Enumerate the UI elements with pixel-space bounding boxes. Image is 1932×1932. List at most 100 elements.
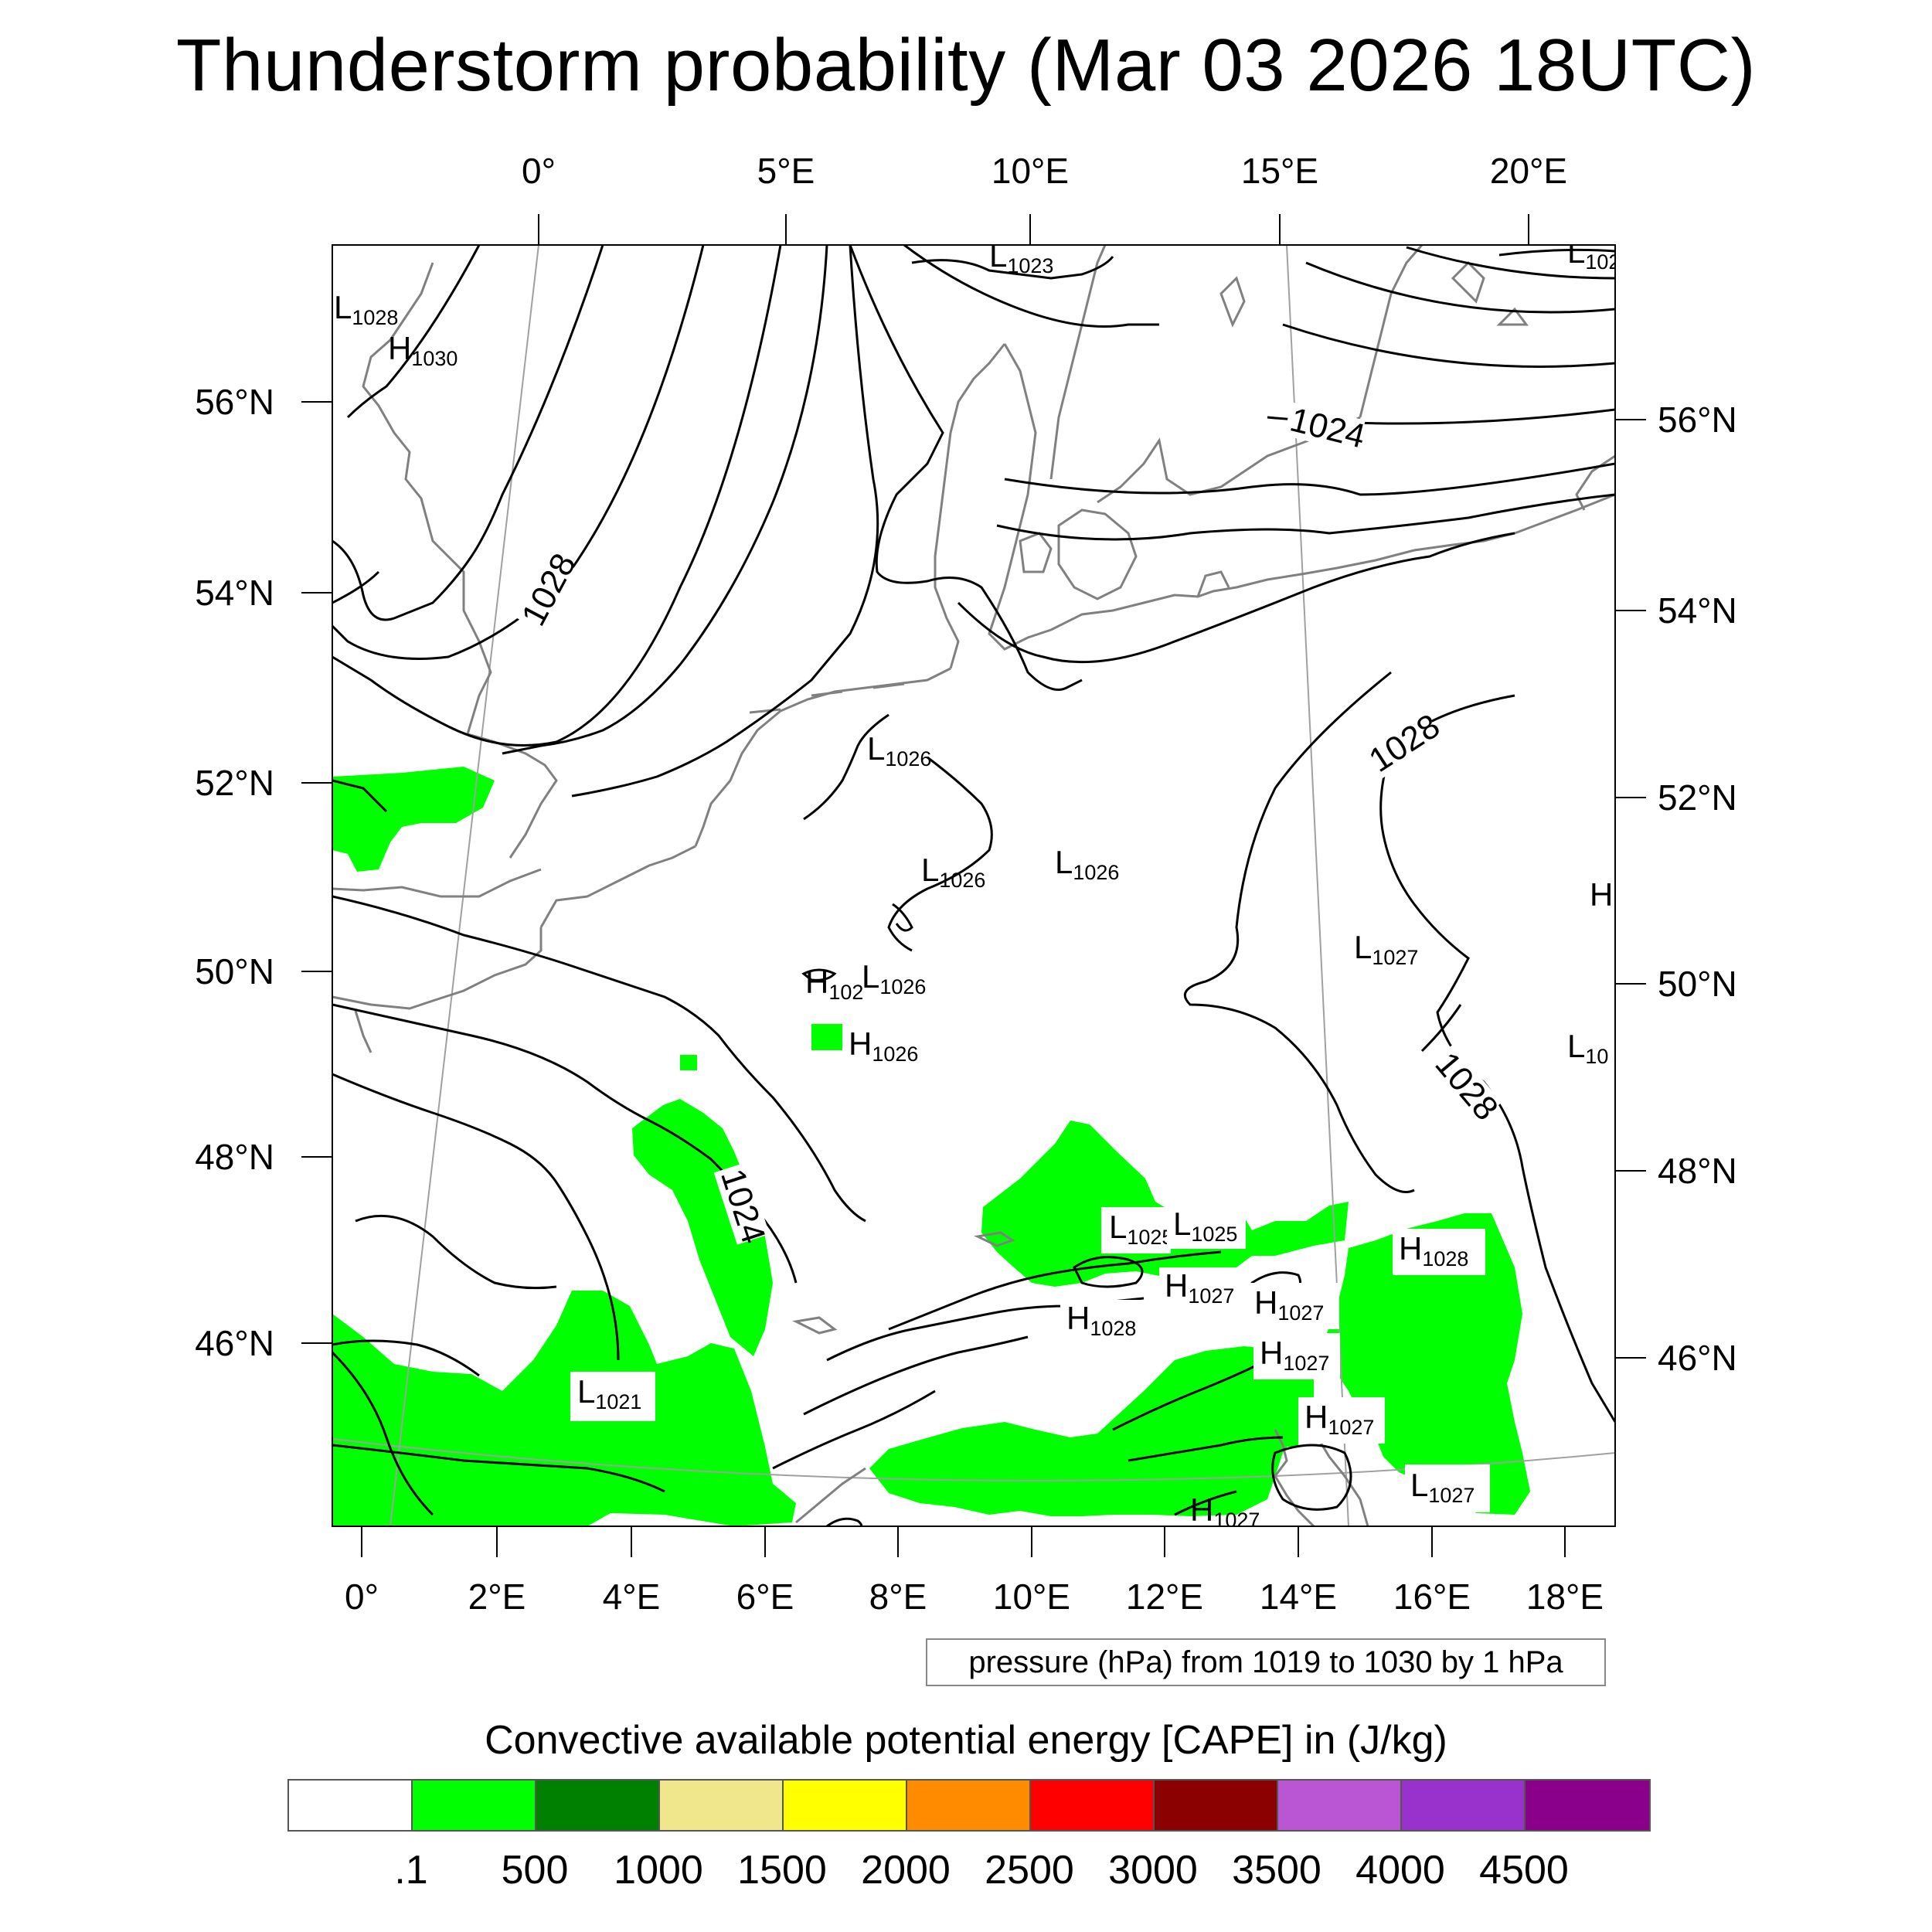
tick-label: 10°E xyxy=(993,1577,1070,1617)
tick-label: 4°E xyxy=(603,1577,661,1617)
tick-label: 0° xyxy=(345,1577,379,1617)
isobar-denmark-trough xyxy=(849,245,1083,691)
isobar-belgium xyxy=(332,895,866,1223)
tick-label: 0° xyxy=(522,151,556,191)
isobar-top-right-3 xyxy=(1305,261,1615,314)
coast-france-north xyxy=(539,845,696,928)
svg-text:L1025: L1025 xyxy=(1173,1206,1237,1246)
colorbar xyxy=(287,1779,1651,1832)
isobar-label: 1028 xyxy=(515,547,583,631)
pressure-mark: H1027 xyxy=(1159,1267,1248,1314)
coast-zealand xyxy=(1057,509,1138,600)
cape-area-france-south xyxy=(332,1291,796,1526)
isobar-label: 1028 xyxy=(1362,707,1447,780)
pressure-mark: L1027 xyxy=(1354,929,1418,969)
pressure-mark: L1026 xyxy=(921,852,985,892)
isobar-center xyxy=(957,532,1515,664)
coast-sweden-west xyxy=(1049,245,1107,480)
coast-gotland xyxy=(1219,276,1246,328)
isobar-top-right-2 xyxy=(1406,246,1615,280)
colorbar-label: 500 xyxy=(501,1848,569,1893)
coast-german-baltic xyxy=(1050,493,1615,631)
isobar-north-5 xyxy=(502,245,828,755)
coast-uk-east xyxy=(362,262,558,859)
tick-label: 2°E xyxy=(468,1577,526,1617)
tick-label: 52°N xyxy=(195,763,274,803)
bottom-lon-labels: 0° 2°E 4°E 6°E 8°E 10°E 12°E 14°E 16°E 1… xyxy=(345,1577,1604,1617)
isobar-alps-3 xyxy=(803,1335,1029,1416)
page-title: Thunderstorm probability (Mar 03 2026 18… xyxy=(175,24,1757,107)
tick-marks xyxy=(301,214,1646,1557)
svg-text:L1026: L1026 xyxy=(862,958,926,998)
tick-label: 50°N xyxy=(1658,964,1737,1004)
contour-info-box: pressure (hPa) from 1019 to 1030 by 1 hP… xyxy=(926,1638,1606,1686)
isobar-label: 1024 xyxy=(1286,400,1369,455)
pressure-mark: H1028 xyxy=(1060,1300,1153,1345)
colorbar-box xyxy=(784,1781,907,1830)
isobar-uk-sw xyxy=(332,779,388,813)
colorbar-box xyxy=(536,1781,660,1830)
tick-label: 56°N xyxy=(195,382,274,422)
svg-text:H1026: H1026 xyxy=(849,1026,918,1066)
tick-label: 46°N xyxy=(195,1323,274,1363)
isobar-alps-4 xyxy=(772,1389,936,1470)
left-lat-labels: 56°N 54°N 52°N 50°N 48°N 46°N xyxy=(195,382,274,1363)
isobar-rhine-loop xyxy=(801,968,837,981)
pressure-mark: H xyxy=(1590,876,1613,913)
colorbar-box xyxy=(1155,1781,1278,1830)
colorbar-box xyxy=(660,1781,784,1830)
pressure-mark: L1021 xyxy=(570,1372,655,1421)
isobar-france-2 xyxy=(332,1073,620,1361)
svg-text:H1030: H1030 xyxy=(388,330,457,370)
pressure-mark: L102 xyxy=(1567,245,1615,274)
isobar-north-2 xyxy=(332,245,604,621)
svg-text:L1026: L1026 xyxy=(1055,844,1119,884)
svg-text:L1023: L1023 xyxy=(989,237,1053,277)
colorbar-box xyxy=(289,1781,413,1830)
tick-label: 16°E xyxy=(1393,1577,1471,1617)
tick-label: 18°E xyxy=(1526,1577,1604,1617)
svg-text:L1028: L1028 xyxy=(334,289,398,329)
pressure-mark: L1026 xyxy=(862,958,926,998)
pressure-mark: L1025 xyxy=(1101,1207,1173,1253)
coast-brittany xyxy=(354,1010,372,1053)
tick-label: 54°N xyxy=(1658,590,1737,631)
pressure-mark: H1028 xyxy=(1393,1229,1485,1275)
coast-adriatic-east xyxy=(1316,1437,1369,1526)
isobar-alps-1 xyxy=(888,1250,1222,1331)
coast-adriatic-north xyxy=(1274,1429,1315,1526)
coast-baltic-islands xyxy=(1451,260,1529,326)
tick-label: 14°E xyxy=(1260,1577,1337,1617)
colorbar-box xyxy=(1526,1781,1649,1830)
tick-label: 15°E xyxy=(1241,151,1318,191)
isobar-eastern-europe xyxy=(1420,1004,1462,1053)
colorbar-box xyxy=(907,1781,1031,1830)
isobar-north-4 xyxy=(332,245,782,747)
tick-label: 56°N xyxy=(1658,400,1737,440)
colorbar-box xyxy=(1031,1781,1155,1830)
svg-text:H1027: H1027 xyxy=(1304,1399,1374,1439)
isobar-top-right-6 xyxy=(1004,462,1615,496)
svg-text:L1027: L1027 xyxy=(1354,929,1418,969)
coast-lake-geneva xyxy=(792,1316,838,1335)
pressure-mark: H1027 xyxy=(1248,1283,1339,1329)
colorbar-label: 3500 xyxy=(1232,1848,1321,1893)
svg-text:L1026: L1026 xyxy=(921,852,985,892)
pressure-mark: L1026 xyxy=(867,730,931,770)
tick-label: 8°E xyxy=(869,1577,927,1617)
isobar-north-6 xyxy=(911,256,1114,280)
coast-lake-constance xyxy=(974,1231,1015,1247)
colorbar-label: 1000 xyxy=(614,1848,703,1893)
tick-label: 12°E xyxy=(1126,1577,1203,1617)
isobar-mediterranean xyxy=(332,1444,665,1493)
tick-label: 10°E xyxy=(992,151,1069,191)
isobar-sw-1 xyxy=(332,1351,434,1516)
colorbar-label: 2500 xyxy=(985,1848,1074,1893)
coast-denmark-west xyxy=(934,343,1006,669)
tick-label: 20°E xyxy=(1490,151,1567,191)
map-frame xyxy=(332,244,1616,1527)
isobar-central-low xyxy=(887,756,993,952)
colorbar-label: 1500 xyxy=(737,1848,827,1893)
isobar-south-edge xyxy=(826,1517,863,1526)
